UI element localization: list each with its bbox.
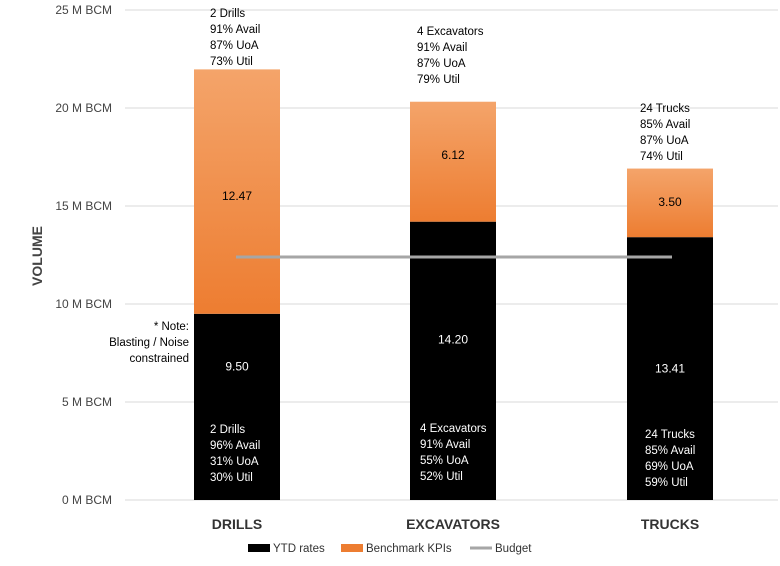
- bar-ytd-excavators: [410, 221, 496, 500]
- ytd-annotation: 24 Trucks 85% Avail 69% UoA 59% Util: [645, 429, 695, 489]
- benchmark-annotation-line: 91% Avail: [417, 42, 467, 54]
- annotations: 2 Drills 91% Avail 87% UoA 73% Util 4 Excava…: [109, 8, 695, 489]
- value-labels: 9.50 12.47 14.20 6.12 13.41 3.50: [222, 148, 685, 376]
- bar-benchmark-excavators: [410, 101, 496, 222]
- bars: [194, 69, 713, 500]
- benchmark-value-label: 3.50: [658, 195, 682, 209]
- ytd-annotation-line: 24 Trucks: [645, 429, 695, 441]
- benchmark-annotation-line: 87% UoA: [640, 135, 689, 147]
- benchmark-annotation-line: 74% Util: [640, 151, 683, 163]
- note-annotation-line: constrained: [130, 353, 189, 365]
- legend: YTD rates Benchmark KPIs Budget: [248, 543, 532, 555]
- ytd-annotation-line: 85% Avail: [645, 445, 695, 457]
- ytd-annotation-line: 96% Avail: [210, 440, 260, 452]
- category-label: DRILLS: [212, 516, 263, 532]
- ytd-annotation-line: 4 Excavators: [420, 423, 487, 435]
- bar-ytd-drills: [194, 313, 280, 500]
- ytd-annotation-line: 91% Avail: [420, 439, 470, 451]
- benchmark-annotation-line: 2 Drills: [210, 8, 245, 20]
- bar-benchmark-drills: [194, 69, 280, 314]
- ytd-annotation: 4 Excavators 91% Avail 55% UoA 52% Util: [420, 423, 487, 483]
- legend-label: Budget: [495, 543, 532, 555]
- y-axis-ticks: 0 M BCM 5 M BCM 10 M BCM 15 M BCM 20 M BCM 25…: [55, 3, 112, 507]
- benchmark-annotation: 4 Excavators 91% Avail 87% UoA 79% Util: [417, 26, 484, 86]
- ytd-annotation-line: 69% UoA: [645, 461, 694, 473]
- y-tick-label: 0 M BCM: [62, 493, 112, 507]
- note-annotation-line: * Note:: [154, 321, 189, 333]
- benchmark-annotation-line: 91% Avail: [210, 24, 260, 36]
- ytd-annotation-line: 59% Util: [645, 477, 688, 489]
- ytd-annotation-line: 31% UoA: [210, 456, 259, 468]
- benchmark-annotation-line: 73% Util: [210, 56, 253, 68]
- ytd-value-label: 13.41: [655, 362, 685, 376]
- benchmark-annotation-line: 87% UoA: [210, 40, 259, 52]
- ytd-annotation: 2 Drills 96% Avail 31% UoA 30% Util: [210, 424, 260, 484]
- y-tick-label: 10 M BCM: [55, 297, 112, 311]
- legend-label: Benchmark KPIs: [366, 543, 452, 555]
- y-tick-label: 25 M BCM: [55, 3, 112, 17]
- legend-swatch: [248, 544, 270, 552]
- benchmark-annotation-line: 85% Avail: [640, 119, 690, 131]
- y-axis-label: VOLUME: [29, 226, 45, 286]
- benchmark-annotation: 2 Drills 91% Avail 87% UoA 73% Util: [210, 8, 260, 68]
- benchmark-annotation-line: 4 Excavators: [417, 26, 484, 38]
- note-annotation-line: Blasting / Noise: [109, 337, 189, 349]
- bar-benchmark-trucks: [627, 168, 713, 238]
- y-tick-label: 20 M BCM: [55, 101, 112, 115]
- benchmark-annotation: 24 Trucks 85% Avail 87% UoA 74% Util: [640, 103, 690, 163]
- ytd-annotation-line: 30% Util: [210, 472, 253, 484]
- note-annotation: * Note: Blasting / Noise constrained: [109, 321, 189, 365]
- benchmark-value-label: 12.47: [222, 189, 252, 203]
- benchmark-value-label: 6.12: [441, 148, 465, 162]
- ytd-annotation-line: 2 Drills: [210, 424, 245, 436]
- category-labels: DRILLS EXCAVATORS TRUCKS: [212, 516, 699, 532]
- ytd-value-label: 9.50: [225, 360, 249, 374]
- benchmark-annotation-line: 79% Util: [417, 74, 460, 86]
- bar-ytd-trucks: [627, 237, 713, 500]
- benchmark-annotation-line: 24 Trucks: [640, 103, 690, 115]
- ytd-annotation-line: 52% Util: [420, 471, 463, 483]
- legend-swatch: [341, 544, 363, 552]
- y-tick-label: 15 M BCM: [55, 199, 112, 213]
- legend-label: YTD rates: [273, 543, 325, 555]
- category-label: EXCAVATORS: [406, 516, 500, 532]
- ytd-value-label: 14.20: [438, 332, 468, 346]
- category-label: TRUCKS: [641, 516, 699, 532]
- benchmark-annotation-line: 87% UoA: [417, 58, 466, 70]
- ytd-annotation-line: 55% UoA: [420, 455, 469, 467]
- y-tick-label: 5 M BCM: [62, 395, 112, 409]
